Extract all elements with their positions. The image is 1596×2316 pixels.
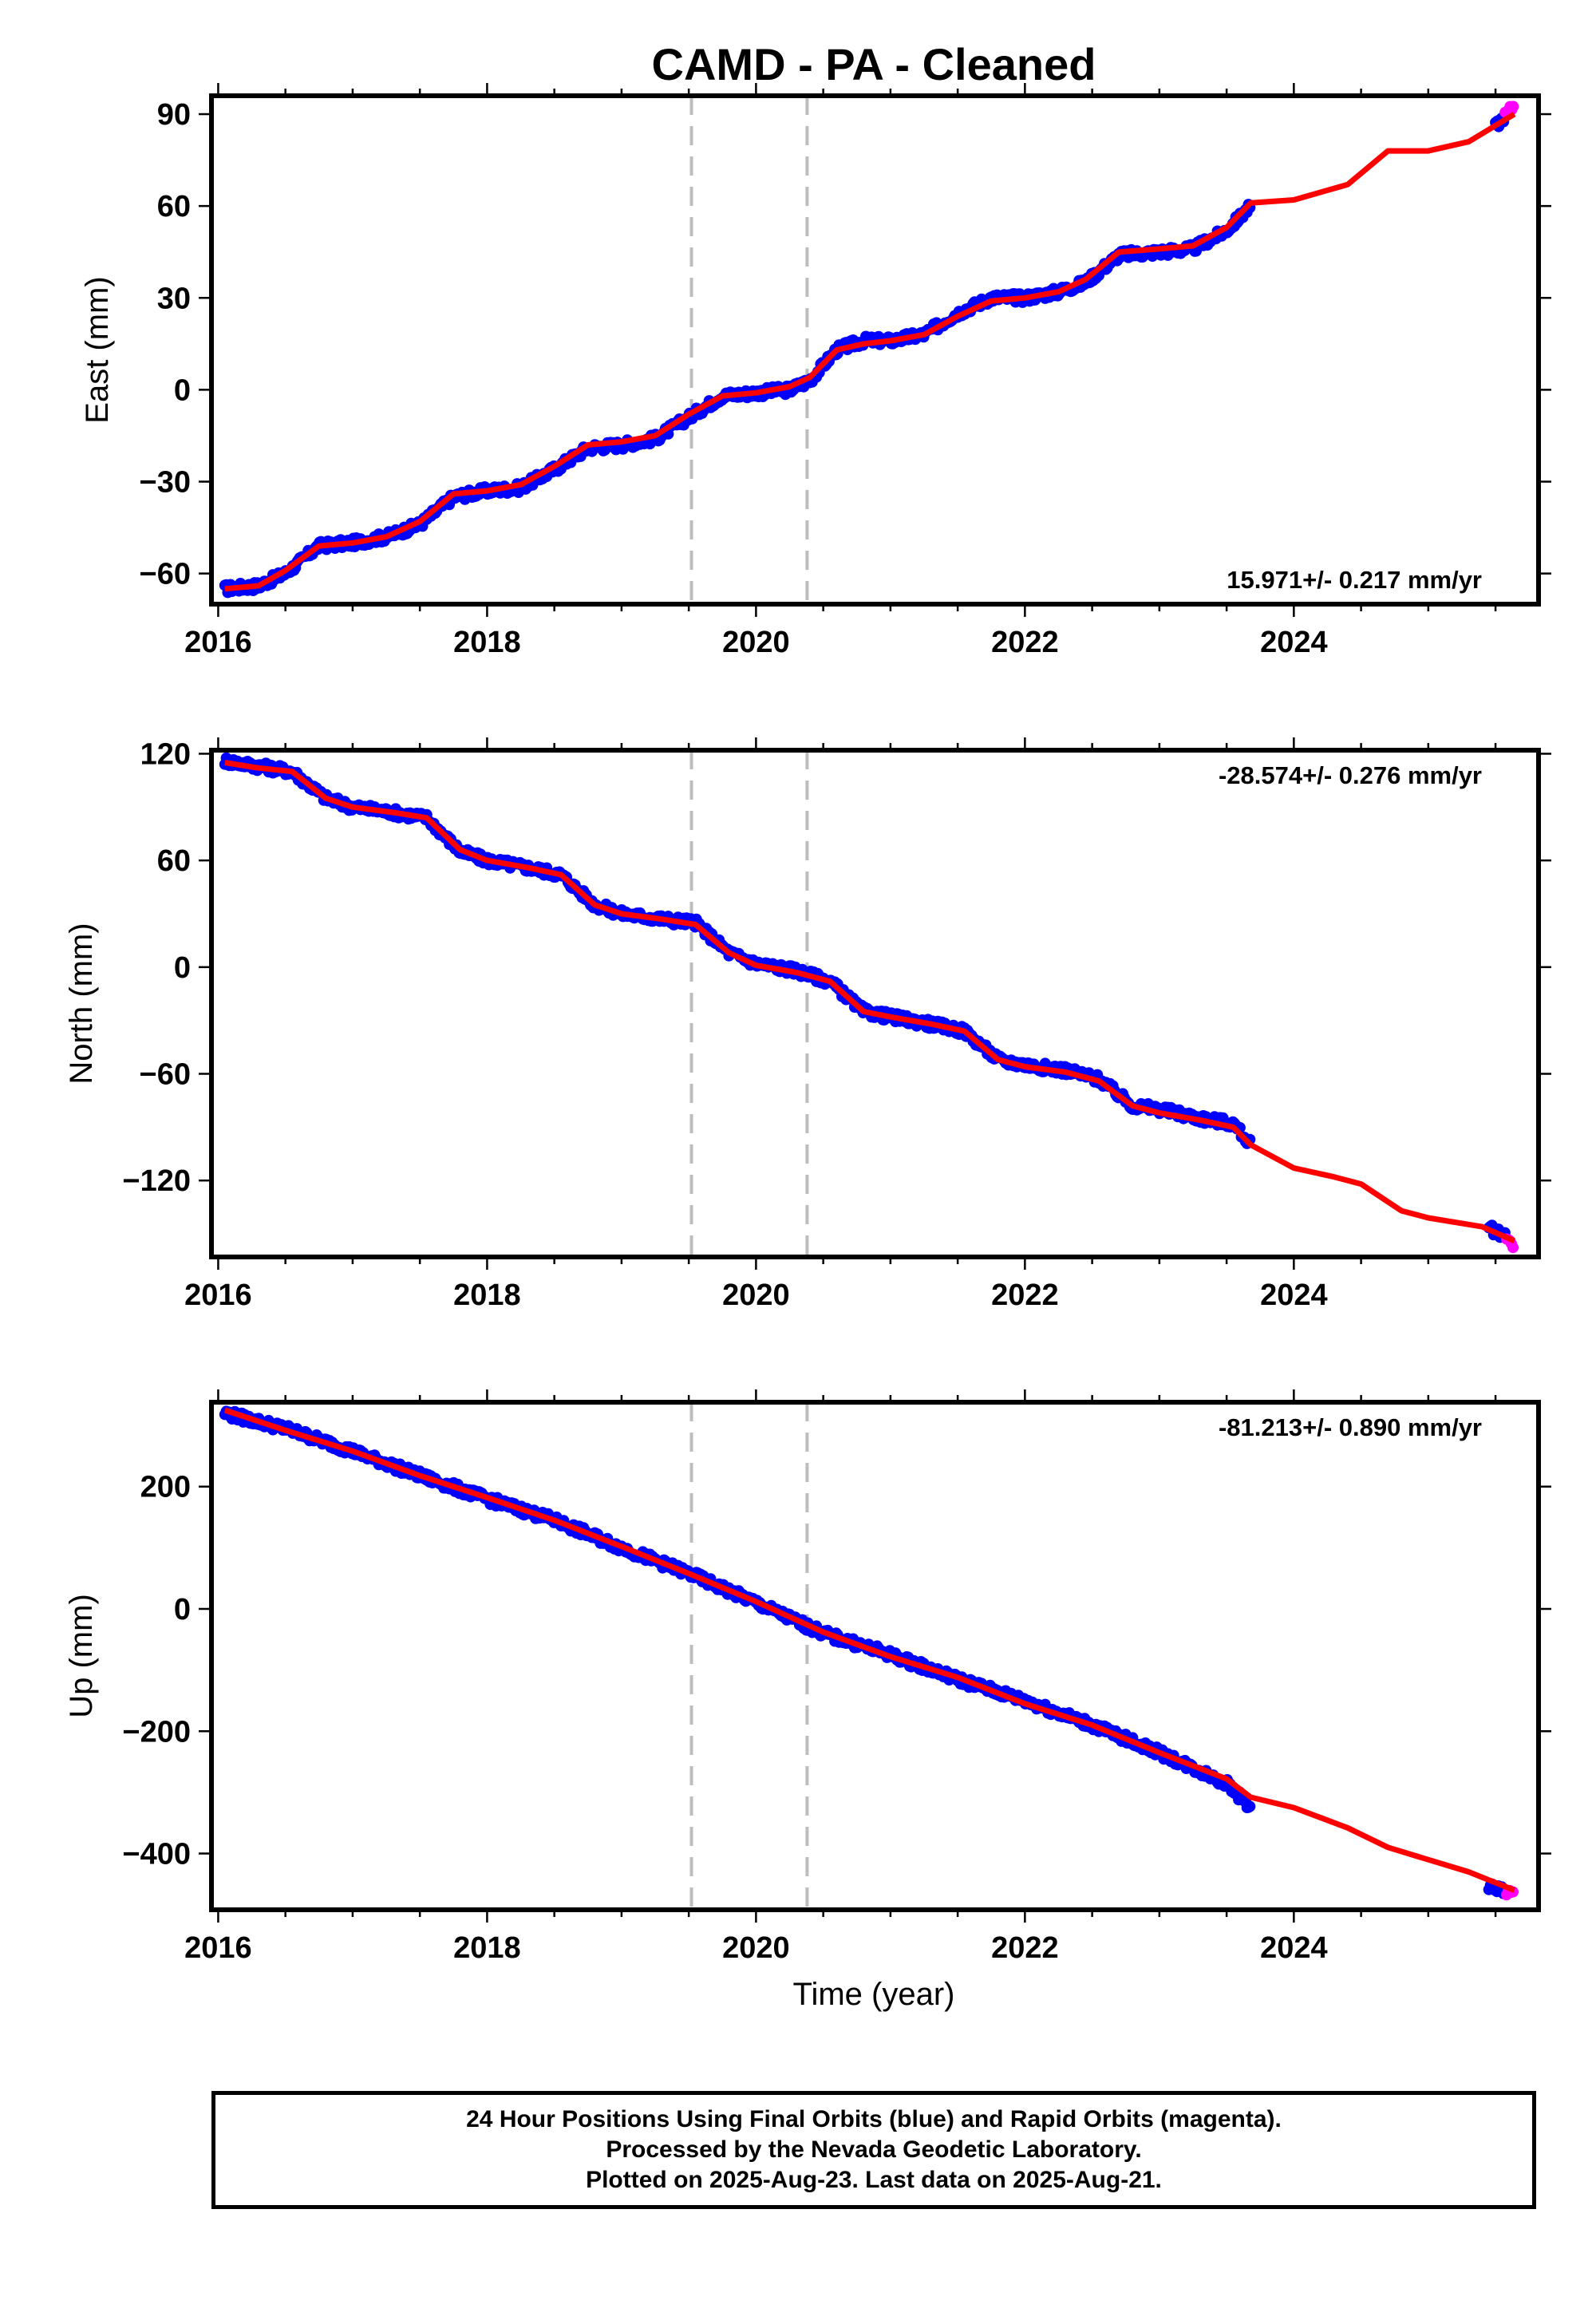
- velocity-rate-label: -28.574+/- 0.276 mm/yr: [1219, 761, 1482, 789]
- x-tick-label: 2024: [1260, 1931, 1328, 1965]
- plot-frame: [209, 1400, 1541, 1912]
- x-tick-label: 2024: [1260, 1279, 1328, 1312]
- y-tick-label: −120: [122, 1164, 191, 1198]
- x-tick-label: 2020: [722, 1931, 790, 1965]
- x-tick-label: 2016: [184, 1931, 252, 1965]
- east-panel: 2016 2018 2020 2022 2024 90 60 30 0 −30 −60 East (m…: [80, 83, 1551, 659]
- y-tick-label: 30: [157, 282, 191, 315]
- y-axis-label: East (mm): [80, 276, 115, 423]
- y-tick-label: 0: [174, 951, 191, 985]
- x-tick-label: 2018: [453, 626, 521, 659]
- rapid-point: [1507, 1242, 1519, 1254]
- final-orbit-points: [219, 1405, 1256, 1814]
- y-tick-label: −60: [140, 1058, 191, 1092]
- y-tick-label: 60: [157, 844, 191, 878]
- x-tick-label: 2024: [1260, 626, 1328, 659]
- x-tick-label: 2020: [722, 1279, 790, 1312]
- model-line: [224, 760, 1516, 1244]
- north-panel: 2016 2018 2020 2022 2024 120 60 0 −60 −120 North (…: [64, 737, 1551, 1312]
- x-tick-label: 2016: [184, 626, 252, 659]
- y-tick-label: 0: [174, 1593, 191, 1626]
- processing-note-line: 24 Hour Positions Using Final Orbits (bl…: [466, 2106, 1282, 2132]
- x-tick-label: 2022: [991, 1931, 1059, 1965]
- chart-title: CAMD - PA - Cleaned: [652, 39, 1096, 89]
- y-tick-label: 60: [157, 190, 191, 223]
- rapid-point: [1507, 101, 1519, 113]
- model-line: [224, 112, 1516, 592]
- plot-frame: [209, 93, 1541, 607]
- velocity-rate-label: -81.213+/- 0.890 mm/yr: [1219, 1413, 1482, 1441]
- up-panel: 2016 2018 2020 2022 2024 200 0 −200 −400 Up (mm) -…: [64, 1389, 1551, 1965]
- y-tick-label: 90: [157, 98, 191, 132]
- plot-frame: [209, 748, 1541, 1259]
- processing-note-line: Processed by the Nevada Geodetic Laborat…: [606, 2136, 1142, 2163]
- y-tick-label: −200: [122, 1715, 191, 1749]
- final-point: [1244, 1800, 1256, 1812]
- model-line: [223, 1407, 1516, 1893]
- x-axis-label: Time (year): [793, 1977, 955, 2012]
- y-tick-label: −30: [140, 466, 191, 500]
- y-tick-label: 0: [174, 373, 191, 407]
- y-tick-label: 120: [140, 737, 191, 771]
- x-tick-label: 2018: [453, 1279, 521, 1312]
- processing-note-box: 24 Hour Positions Using Final Orbits (bl…: [211, 2091, 1536, 2209]
- x-tick-label: 2022: [991, 1279, 1059, 1312]
- y-axis-label: North (mm): [64, 923, 99, 1084]
- x-tick-label: 2020: [722, 626, 790, 659]
- x-tick-label: 2018: [453, 1931, 521, 1965]
- y-tick-label: 200: [140, 1471, 191, 1504]
- processing-note-line: Plotted on 2025-Aug-23. Last data on 202…: [586, 2167, 1162, 2193]
- velocity-rate-label: 15.971+/- 0.217 mm/yr: [1227, 566, 1482, 594]
- x-tick-label: 2022: [991, 626, 1059, 659]
- y-tick-label: −60: [140, 558, 191, 591]
- y-tick-label: −400: [122, 1838, 191, 1871]
- y-axis-label: Up (mm): [64, 1594, 99, 1718]
- x-tick-label: 2016: [184, 1279, 252, 1312]
